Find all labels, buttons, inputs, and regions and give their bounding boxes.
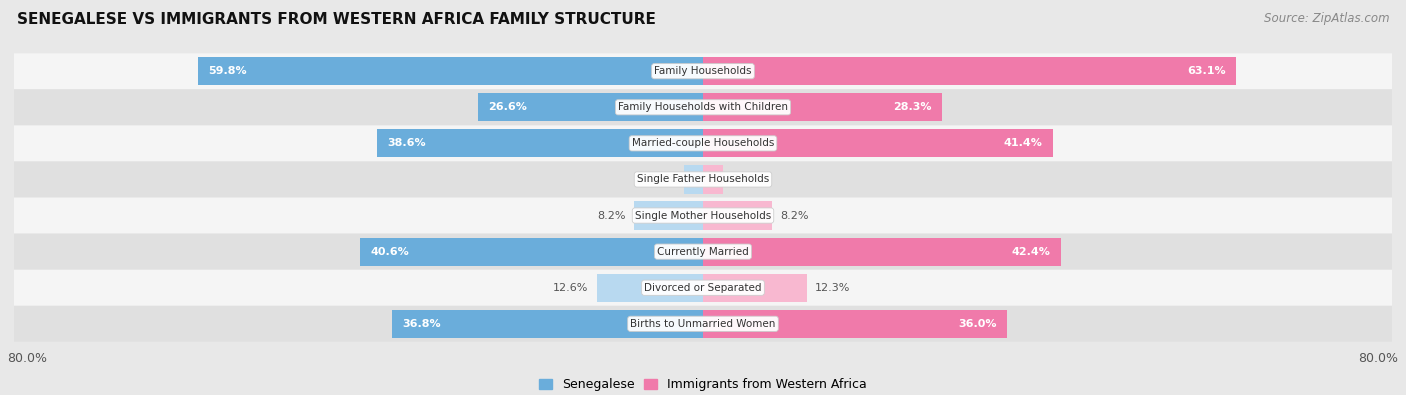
- Text: 8.2%: 8.2%: [598, 211, 626, 220]
- FancyBboxPatch shape: [4, 306, 1402, 342]
- Text: 63.1%: 63.1%: [1187, 66, 1226, 76]
- FancyBboxPatch shape: [4, 270, 1402, 306]
- Bar: [703, 129, 1053, 158]
- Bar: [198, 57, 703, 85]
- Bar: [703, 57, 1236, 85]
- Text: 12.6%: 12.6%: [553, 283, 589, 293]
- Text: 40.6%: 40.6%: [370, 246, 409, 257]
- Text: 12.3%: 12.3%: [815, 283, 851, 293]
- Bar: [360, 237, 703, 266]
- Text: Source: ZipAtlas.com: Source: ZipAtlas.com: [1264, 12, 1389, 25]
- Bar: [703, 274, 807, 302]
- Bar: [703, 310, 1007, 338]
- Text: Family Households: Family Households: [654, 66, 752, 76]
- Bar: [703, 166, 723, 194]
- Bar: [683, 166, 703, 194]
- Text: Births to Unmarried Women: Births to Unmarried Women: [630, 319, 776, 329]
- Text: SENEGALESE VS IMMIGRANTS FROM WESTERN AFRICA FAMILY STRUCTURE: SENEGALESE VS IMMIGRANTS FROM WESTERN AF…: [17, 12, 655, 27]
- FancyBboxPatch shape: [4, 234, 1402, 269]
- Text: Family Households with Children: Family Households with Children: [619, 102, 787, 112]
- Text: 26.6%: 26.6%: [488, 102, 527, 112]
- Text: 42.4%: 42.4%: [1012, 246, 1050, 257]
- Text: 36.0%: 36.0%: [959, 319, 997, 329]
- Text: 41.4%: 41.4%: [1004, 138, 1042, 149]
- Text: 2.3%: 2.3%: [647, 175, 675, 184]
- Text: Divorced or Separated: Divorced or Separated: [644, 283, 762, 293]
- Text: 59.8%: 59.8%: [208, 66, 247, 76]
- Text: 8.2%: 8.2%: [780, 211, 808, 220]
- Text: 28.3%: 28.3%: [893, 102, 932, 112]
- Bar: [703, 93, 942, 121]
- FancyBboxPatch shape: [4, 53, 1402, 89]
- Bar: [703, 237, 1062, 266]
- Bar: [478, 93, 703, 121]
- Text: Single Father Households: Single Father Households: [637, 175, 769, 184]
- FancyBboxPatch shape: [4, 89, 1402, 125]
- Text: 2.4%: 2.4%: [731, 175, 759, 184]
- Legend: Senegalese, Immigrants from Western Africa: Senegalese, Immigrants from Western Afri…: [534, 373, 872, 395]
- FancyBboxPatch shape: [4, 162, 1402, 198]
- Text: Married-couple Households: Married-couple Households: [631, 138, 775, 149]
- Text: 38.6%: 38.6%: [387, 138, 426, 149]
- Bar: [377, 129, 703, 158]
- Text: Single Mother Households: Single Mother Households: [636, 211, 770, 220]
- Bar: [634, 201, 703, 229]
- Text: 36.8%: 36.8%: [402, 319, 441, 329]
- Bar: [596, 274, 703, 302]
- Bar: [703, 201, 772, 229]
- FancyBboxPatch shape: [4, 198, 1402, 233]
- FancyBboxPatch shape: [4, 126, 1402, 161]
- Bar: [392, 310, 703, 338]
- Text: Currently Married: Currently Married: [657, 246, 749, 257]
